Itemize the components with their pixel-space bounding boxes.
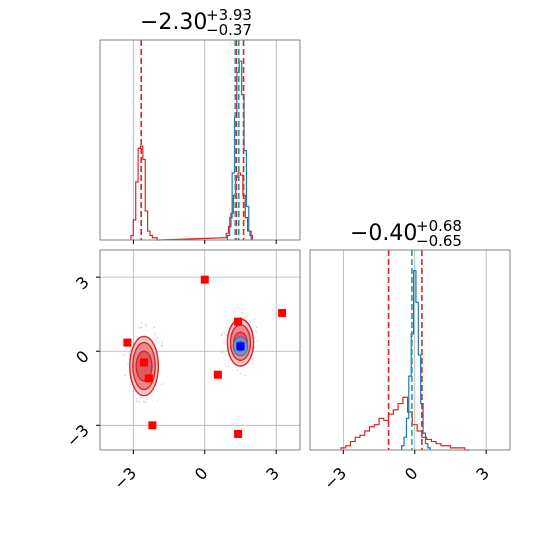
hist1-frame <box>99 39 301 241</box>
sample-dot-0-21 <box>161 344 163 347</box>
scatter-parameter-1-vs-2 <box>99 249 301 451</box>
sample-dot-0-25 <box>144 401 146 403</box>
sample-dot-0-19 <box>153 333 156 335</box>
sample-dot-0-11 <box>162 381 165 384</box>
tick-labels: −3 0 3 −3 0 3 −3 0 3 <box>63 240 493 494</box>
hist2-xtick-label-0: −3 <box>320 463 350 493</box>
sample-dot-1-45 <box>241 311 244 314</box>
title-2-lower-error: −0.65 <box>416 232 462 250</box>
sample-dot-1-9 <box>256 340 259 342</box>
sample-dot-1-56 <box>225 334 228 337</box>
title-1-lower-error: −0.37 <box>206 21 252 39</box>
sample-dot-0-43 <box>136 400 138 402</box>
red-square-marker-3 <box>123 338 132 347</box>
scatter-ytick-label-2: 3 <box>72 273 93 294</box>
scatter-ytick-label-1: 0 <box>72 347 93 368</box>
sample-dot-1-12 <box>236 369 239 371</box>
sample-dot-1-44 <box>246 315 248 318</box>
sample-dot-0-39 <box>142 400 145 403</box>
sample-dot-0-22 <box>144 323 147 326</box>
title-parameter-1: −2.30 <box>140 10 207 35</box>
sample-dot-0-58 <box>124 374 126 377</box>
red-square-marker-0 <box>200 275 209 284</box>
sample-dot-0-5 <box>139 326 141 329</box>
sample-dot-1-14 <box>255 326 258 329</box>
scatter-xtick-label-0: −3 <box>110 463 140 493</box>
red-square-marker-5 <box>144 374 153 383</box>
sample-dot-0-38 <box>161 383 163 386</box>
sample-dot-1-28 <box>220 351 223 354</box>
sample-dot-1-21 <box>253 318 255 321</box>
title-1-upper-error: +3.93 <box>206 6 252 24</box>
sample-dot-1-17 <box>254 336 257 339</box>
sample-dot-0-44 <box>141 322 143 324</box>
sample-dot-1-23 <box>253 357 255 360</box>
sample-dot-1-46 <box>233 310 235 312</box>
sample-dot-0-37 <box>156 399 159 401</box>
red-square-marker-8 <box>234 429 243 438</box>
sample-dot-1-37 <box>220 334 223 337</box>
hist2-xtick-label-1: 0 <box>401 463 422 484</box>
sample-dot-0-14 <box>129 349 131 351</box>
sample-dot-1-33 <box>239 372 242 375</box>
sample-dot-0-29 <box>136 397 138 400</box>
sample-dot-1-40 <box>244 317 246 320</box>
hist1-blue-histogram <box>226 60 252 240</box>
scatter-xtick-label-1: 0 <box>191 463 212 484</box>
sample-dot-1-55 <box>255 330 257 333</box>
sample-dot-0-50 <box>156 337 159 339</box>
title-1-median: −2.30 <box>140 10 207 35</box>
hist2-xtick-label-2: 3 <box>472 463 493 484</box>
sample-dot-1-50 <box>251 358 253 360</box>
red-square-marker-4 <box>140 358 149 367</box>
sample-dot-1-35 <box>252 361 254 364</box>
histogram-parameter-1: −2.30 +3.93 −0.37 <box>99 6 301 241</box>
scatter-frame <box>99 249 301 451</box>
scatter-xtick-label-2: 3 <box>262 463 283 484</box>
sample-dot-0-48 <box>123 353 126 356</box>
title-2-median: −0.40 <box>350 221 417 246</box>
sample-dot-0-54 <box>132 400 135 402</box>
sample-dot-0-47 <box>161 341 163 344</box>
sample-dot-1-11 <box>229 312 232 315</box>
sample-dot-0-36 <box>140 326 143 329</box>
histogram-parameter-2: −0.40 +0.68 −0.65 <box>309 217 511 451</box>
red-square-marker-6 <box>213 370 222 379</box>
sample-dot-1-27 <box>244 374 246 377</box>
sample-dot-1-24 <box>221 332 223 335</box>
red-square-marker-7 <box>148 421 157 430</box>
red-square-marker-2 <box>234 317 243 326</box>
sample-dot-0-53 <box>138 401 141 403</box>
sample-dot-1-10 <box>223 332 226 335</box>
sample-dot-0-55 <box>145 325 148 327</box>
sample-dot-1-29 <box>227 365 230 368</box>
sample-dot-0-0 <box>127 363 129 365</box>
title-parameter-2: −0.40 <box>350 221 417 246</box>
blue-square-marker-0 <box>236 342 245 351</box>
sample-dot-0-32 <box>125 349 127 352</box>
sample-dot-1-19 <box>221 350 224 352</box>
sample-dot-0-16 <box>153 326 156 329</box>
sample-dot-1-26 <box>223 341 225 343</box>
scatter-ytick-label-0: −3 <box>63 421 93 451</box>
hist2-frame <box>309 249 511 451</box>
title-2-upper-error: +0.68 <box>416 217 462 235</box>
red-square-marker-1 <box>278 308 287 317</box>
hist2-red-histogram <box>340 396 470 451</box>
sample-dot-1-31 <box>254 346 256 348</box>
hist2-blue-histogram <box>401 269 431 450</box>
